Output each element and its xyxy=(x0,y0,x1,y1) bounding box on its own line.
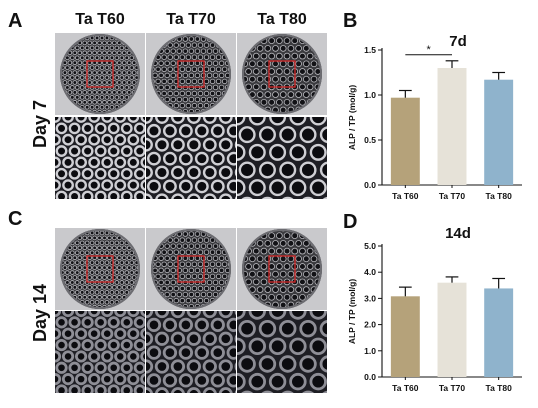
y-axis-label: ALP / TP (mol/g) xyxy=(347,279,357,344)
scaffold-disk-t70-day7 xyxy=(146,33,236,115)
column-header-t60: Ta T60 xyxy=(54,11,146,29)
x-tick-label: Ta T80 xyxy=(486,191,513,201)
scaffold-zoom-t60-day7 xyxy=(55,117,145,199)
y-tick-label: 5.0 xyxy=(364,241,376,251)
scaffold-disk-t60-day14 xyxy=(55,228,145,310)
scaffold-disk-t80-day7 xyxy=(237,33,327,115)
x-tick-label: Ta T70 xyxy=(439,191,466,201)
x-tick-label: Ta T60 xyxy=(392,383,419,393)
y-tick-label: 1.0 xyxy=(364,346,376,356)
chart-d-svg: 14d ALP / TP (mol/g) 0.0 1.0 2.0 3.0 4.0 5.0 Ta … xyxy=(340,222,530,403)
row-label-day7: Day 7 xyxy=(30,100,51,148)
y-tick-label: 0.0 xyxy=(364,372,376,382)
chart-d: 14d ALP / TP (mol/g) 0.0 1.0 2.0 3.0 4.0 5.0 Ta … xyxy=(340,222,530,403)
scaffold-disk-t80-day14 xyxy=(237,228,327,310)
scaffold-zoom-t60-day14 xyxy=(55,311,145,393)
chart-b: 7d ALP / TP (mol/g) 0.0 0.5 1.0 1.5 Ta T60 Ta T… xyxy=(340,30,530,215)
x-tick-label: Ta T80 xyxy=(486,383,513,393)
y-tick-label: 2.0 xyxy=(364,320,376,330)
y-axis-label: ALP / TP (mol/g) xyxy=(347,85,357,150)
panel-letter-a: A xyxy=(8,10,22,33)
y-tick-label: 4.0 xyxy=(364,267,376,277)
bar-ta-t80 xyxy=(484,288,513,377)
panel-letter-c: C xyxy=(8,208,22,231)
significance-star: * xyxy=(427,44,432,56)
scaffold-disk-t70-day14 xyxy=(146,228,236,310)
column-header-t80: Ta T80 xyxy=(236,11,328,29)
row-label-day14: Day 14 xyxy=(30,284,51,342)
y-tick-label: 1.5 xyxy=(364,45,376,55)
scaffold-zoom-t70-day7 xyxy=(146,117,236,199)
column-header-t70: Ta T70 xyxy=(145,11,237,29)
bar-ta-t70 xyxy=(438,283,467,377)
chart-title: 14d xyxy=(445,225,471,242)
y-tick-label: 0.5 xyxy=(364,135,376,145)
x-tick-label: Ta T60 xyxy=(392,191,419,201)
bar-ta-t60 xyxy=(391,98,420,185)
bar-ta-t70 xyxy=(438,68,467,185)
bar-ta-t80 xyxy=(484,80,513,185)
scaffold-zoom-t80-day14 xyxy=(237,311,327,393)
scaffold-zoom-t80-day7 xyxy=(237,117,327,199)
scaffold-zoom-t70-day14 xyxy=(146,311,236,393)
y-tick-label: 1.0 xyxy=(364,90,376,100)
bar-ta-t60 xyxy=(391,296,420,377)
scaffold-disk-t60-day7 xyxy=(55,33,145,115)
y-tick-label: 0.0 xyxy=(364,180,376,190)
y-tick-label: 3.0 xyxy=(364,293,376,303)
chart-b-svg: 7d ALP / TP (mol/g) 0.0 0.5 1.0 1.5 Ta T60 Ta T… xyxy=(340,30,530,215)
chart-title: 7d xyxy=(449,33,467,50)
x-tick-label: Ta T70 xyxy=(439,383,466,393)
